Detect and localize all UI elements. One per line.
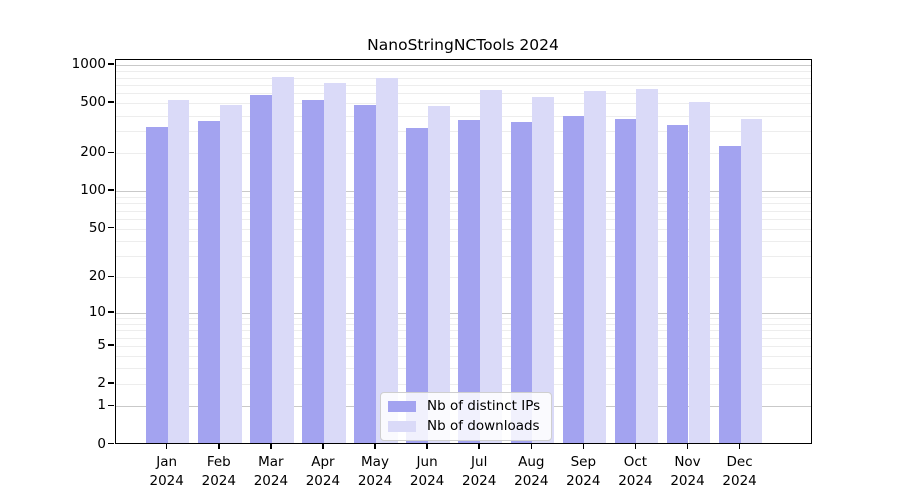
x-axis-tick <box>738 444 741 449</box>
bar-downloads <box>688 101 711 443</box>
bar-distinct-ips <box>198 120 220 443</box>
bar-downloads <box>584 90 607 443</box>
x-axis-tick <box>218 444 220 449</box>
y-axis-tick-label: 500 <box>80 94 106 111</box>
x-axis-tick-label: Sep 2024 <box>566 454 601 489</box>
bar-distinct-ips <box>510 121 533 443</box>
y-axis-tick-label: 1 <box>97 397 106 414</box>
y-axis-tick <box>108 151 114 154</box>
gridline <box>116 84 811 86</box>
y-axis-tick-label: 2 <box>97 375 106 392</box>
x-axis-tick <box>270 444 272 449</box>
legend-swatch-distinct_ips <box>388 401 416 412</box>
bar-downloads <box>376 77 398 443</box>
plot-area <box>115 59 812 444</box>
x-axis-tick-label: Jan 2024 <box>149 454 184 489</box>
x-axis-tick <box>686 444 689 449</box>
x-axis-tick <box>374 444 376 449</box>
y-axis-tick <box>108 226 114 229</box>
legend-item: Nb of downloads <box>388 419 540 434</box>
y-axis-tick <box>108 189 114 191</box>
bar-distinct-ips <box>354 104 376 443</box>
y-axis-tick <box>108 311 114 313</box>
x-axis-tick-label: Feb 2024 <box>201 454 236 489</box>
gridline <box>116 115 811 117</box>
y-axis-tick-label: 1000 <box>71 56 106 73</box>
bar-distinct-ips <box>302 100 324 443</box>
x-axis-tick <box>530 444 533 449</box>
x-axis-tick-label: Jun 2024 <box>409 454 445 489</box>
y-axis-tick <box>108 442 114 445</box>
legend-label: Nb of downloads <box>427 418 540 434</box>
x-axis-tick <box>426 444 428 449</box>
x-axis-tick <box>478 444 480 449</box>
bar-downloads <box>532 97 555 443</box>
bar-distinct-ips <box>562 115 585 443</box>
x-axis-tick-label: Nov 2024 <box>670 454 705 489</box>
legend-label: Nb of distinct IPs <box>427 398 541 414</box>
y-axis-tick-label: 5 <box>97 337 106 354</box>
bar-distinct-ips <box>614 119 637 443</box>
x-axis-tick-label: Aug 2024 <box>514 454 549 489</box>
gridline <box>116 103 811 105</box>
bar-distinct-ips <box>458 120 481 443</box>
y-axis-tick-label: 50 <box>88 219 106 236</box>
bar-distinct-ips <box>718 146 741 443</box>
y-axis-tick <box>108 63 114 65</box>
y-axis-tick <box>108 382 114 384</box>
y-axis-tick <box>108 344 114 346</box>
x-axis-tick <box>582 444 585 449</box>
bar-downloads <box>480 89 502 443</box>
bar-downloads <box>428 105 450 443</box>
bar-downloads <box>323 82 346 443</box>
bar-downloads <box>271 76 294 443</box>
x-axis-tick-label: Oct 2024 <box>618 454 653 489</box>
y-axis-tick-label: 0 <box>97 435 106 452</box>
y-axis-tick-label: 20 <box>88 268 106 285</box>
x-axis-tick-label: Apr 2024 <box>305 454 341 489</box>
x-axis-tick-label: Jul 2024 <box>462 454 497 489</box>
bar-distinct-ips <box>406 128 429 443</box>
y-axis-tick <box>108 275 114 278</box>
y-axis-tick <box>108 101 114 103</box>
bar-downloads <box>167 100 190 443</box>
x-axis-tick <box>322 444 324 449</box>
x-axis-tick-label: May 2024 <box>357 454 393 489</box>
y-axis-tick-label: 100 <box>80 182 106 199</box>
legend-item: Nb of distinct IPs <box>388 399 540 414</box>
gridline <box>116 65 811 67</box>
bar-distinct-ips <box>145 126 168 443</box>
chart-title: NanoStringNCTools 2024 <box>367 36 559 54</box>
legend-swatch-downloads <box>388 421 416 432</box>
y-axis-tick-label: 10 <box>88 303 106 320</box>
x-axis-tick-label: Dec 2024 <box>722 454 757 489</box>
x-axis-tick <box>634 444 637 449</box>
y-axis-tick-label: 200 <box>80 144 106 161</box>
bar-downloads <box>740 119 763 443</box>
gridline <box>116 93 811 95</box>
x-axis-tick-label: Mar 2024 <box>253 454 289 489</box>
gridline <box>116 71 811 72</box>
legend: Nb of distinct IPs Nb of downloads <box>380 392 553 441</box>
bar-distinct-ips <box>666 124 689 443</box>
bar-downloads <box>636 89 659 443</box>
x-axis-tick <box>165 444 168 449</box>
y-axis-tick <box>108 404 114 407</box>
bar-distinct-ips <box>250 95 272 443</box>
bar-downloads <box>219 104 242 443</box>
gridline <box>116 77 811 79</box>
